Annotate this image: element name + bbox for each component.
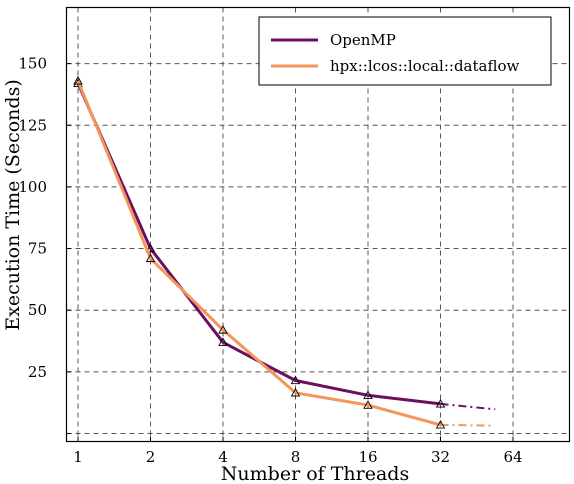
series-1 [73,75,492,429]
x-tick-label: 4 [218,448,228,466]
data-point [363,390,373,399]
legend-label-dataflow: hpx::lcos::local::dataflow [330,57,519,75]
data-point [290,387,301,397]
data-point [218,337,228,346]
data-point [145,243,156,253]
data-point [435,398,446,408]
series-line [76,82,441,406]
y-axis-label: Execution Time (Seconds) [2,79,24,331]
y-tick-label: 150 [18,55,47,73]
axis-ticks: 1 2 4 8 16 32 64 25 50 75 100 125 150 [18,55,522,466]
y-tick-label: 75 [28,240,47,258]
legend: OpenMP hpx::lcos::local::dataflow [258,16,552,86]
data-point [435,419,446,429]
x-axis-label: Number of Threads [221,463,409,484]
x-tick-label: 1 [73,448,83,466]
series-0 [73,78,496,411]
y-tick-label: 125 [18,116,47,134]
y-tick-label: 100 [18,178,47,196]
x-tick-label: 16 [358,448,377,466]
legend-label-openmp: OpenMP [330,31,396,49]
y-tick-label: 25 [28,363,47,381]
plot-frame [65,6,571,443]
data-point [73,75,83,85]
x-tick-label: 2 [146,448,156,466]
data-point [290,375,301,385]
data-point [145,253,156,263]
series-extrapolation-line [440,423,492,427]
x-tick-label: 8 [291,448,301,466]
legend-box [258,16,552,86]
x-tick-label: 64 [503,448,522,466]
series-line [76,80,441,427]
x-tick-label: 32 [431,448,450,466]
series-lines [73,75,496,429]
data-point [363,400,373,409]
data-point [218,325,228,334]
series-extrapolation-line [440,402,496,411]
y-tick-label: 50 [28,301,47,319]
